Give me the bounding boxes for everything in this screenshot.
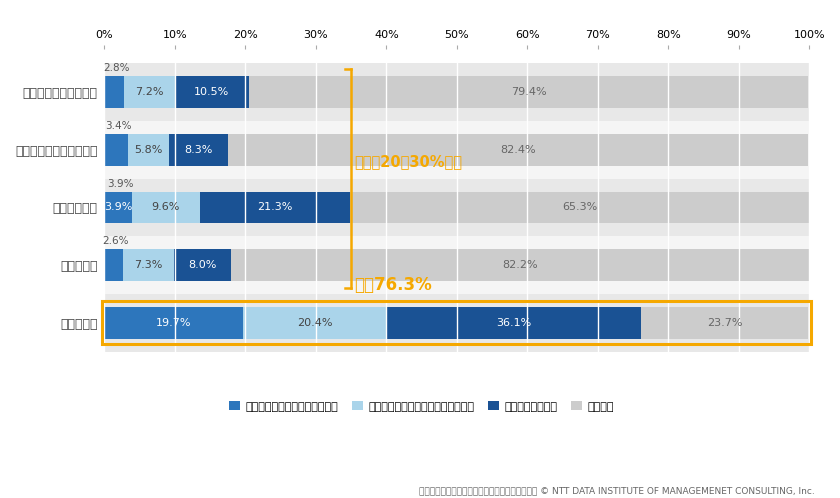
Text: 『孤独・孤立対策に関する法律や対策の認知度』 © NTT DATA INSTITUTE OF MANAGEMENET CONSULTING, Inc.: 『孤独・孤立対策に関する法律や対策の認知度』 © NTT DATA INSTIT… — [419, 487, 815, 496]
Text: 3.9%: 3.9% — [107, 179, 134, 189]
Text: 19.7%: 19.7% — [156, 318, 192, 328]
Bar — [104, 294, 809, 352]
Bar — [104, 249, 123, 281]
Text: 8.0%: 8.0% — [188, 260, 217, 270]
Bar — [104, 134, 129, 166]
Bar — [174, 249, 231, 281]
Text: 10.5%: 10.5% — [194, 87, 229, 97]
Text: 23.7%: 23.7% — [707, 318, 743, 328]
Text: 2.6%: 2.6% — [102, 237, 129, 247]
Bar — [231, 249, 810, 281]
Text: 20.4%: 20.4% — [297, 318, 333, 328]
Bar — [104, 307, 244, 339]
Text: 5.8%: 5.8% — [134, 145, 163, 155]
Text: 79.4%: 79.4% — [511, 87, 547, 97]
Bar — [124, 76, 175, 108]
Text: ＝認知20～30%程度: ＝認知20～30%程度 — [354, 154, 463, 169]
Bar — [170, 134, 228, 166]
Bar — [387, 307, 642, 339]
Text: 36.1%: 36.1% — [496, 318, 532, 328]
Text: 3.9%: 3.9% — [104, 203, 133, 213]
Text: 65.3%: 65.3% — [562, 203, 597, 213]
Text: 82.2%: 82.2% — [502, 260, 538, 270]
Bar — [104, 236, 809, 294]
Bar — [200, 192, 349, 223]
Bar — [132, 192, 200, 223]
Text: 7.2%: 7.2% — [135, 87, 164, 97]
Text: 21.3%: 21.3% — [257, 203, 292, 213]
Bar — [104, 76, 124, 108]
Text: 3.4%: 3.4% — [105, 121, 132, 131]
Bar — [104, 192, 132, 223]
Bar — [175, 76, 249, 108]
Bar — [244, 307, 387, 339]
Bar — [104, 179, 809, 236]
Bar — [123, 249, 174, 281]
Bar — [228, 134, 808, 166]
Bar — [104, 121, 809, 179]
Bar — [129, 134, 170, 166]
Text: 7.3%: 7.3% — [134, 260, 163, 270]
Text: 9.6%: 9.6% — [151, 203, 180, 213]
Bar — [249, 76, 808, 108]
Bar — [102, 301, 811, 344]
Bar — [642, 307, 808, 339]
Text: 82.4%: 82.4% — [501, 145, 536, 155]
Text: 2.8%: 2.8% — [103, 63, 129, 74]
Text: 認知76.3%: 認知76.3% — [354, 276, 433, 294]
Text: 8.3%: 8.3% — [184, 145, 213, 155]
Bar — [104, 63, 809, 121]
Legend: 知っており、概要を説明できる, 知っているが、概要は説明できない, 聞いたことがある, 知らない: 知っており、概要を説明できる, 知っているが、概要は説明できない, 聞いたことが… — [224, 397, 618, 416]
Bar — [349, 192, 810, 223]
